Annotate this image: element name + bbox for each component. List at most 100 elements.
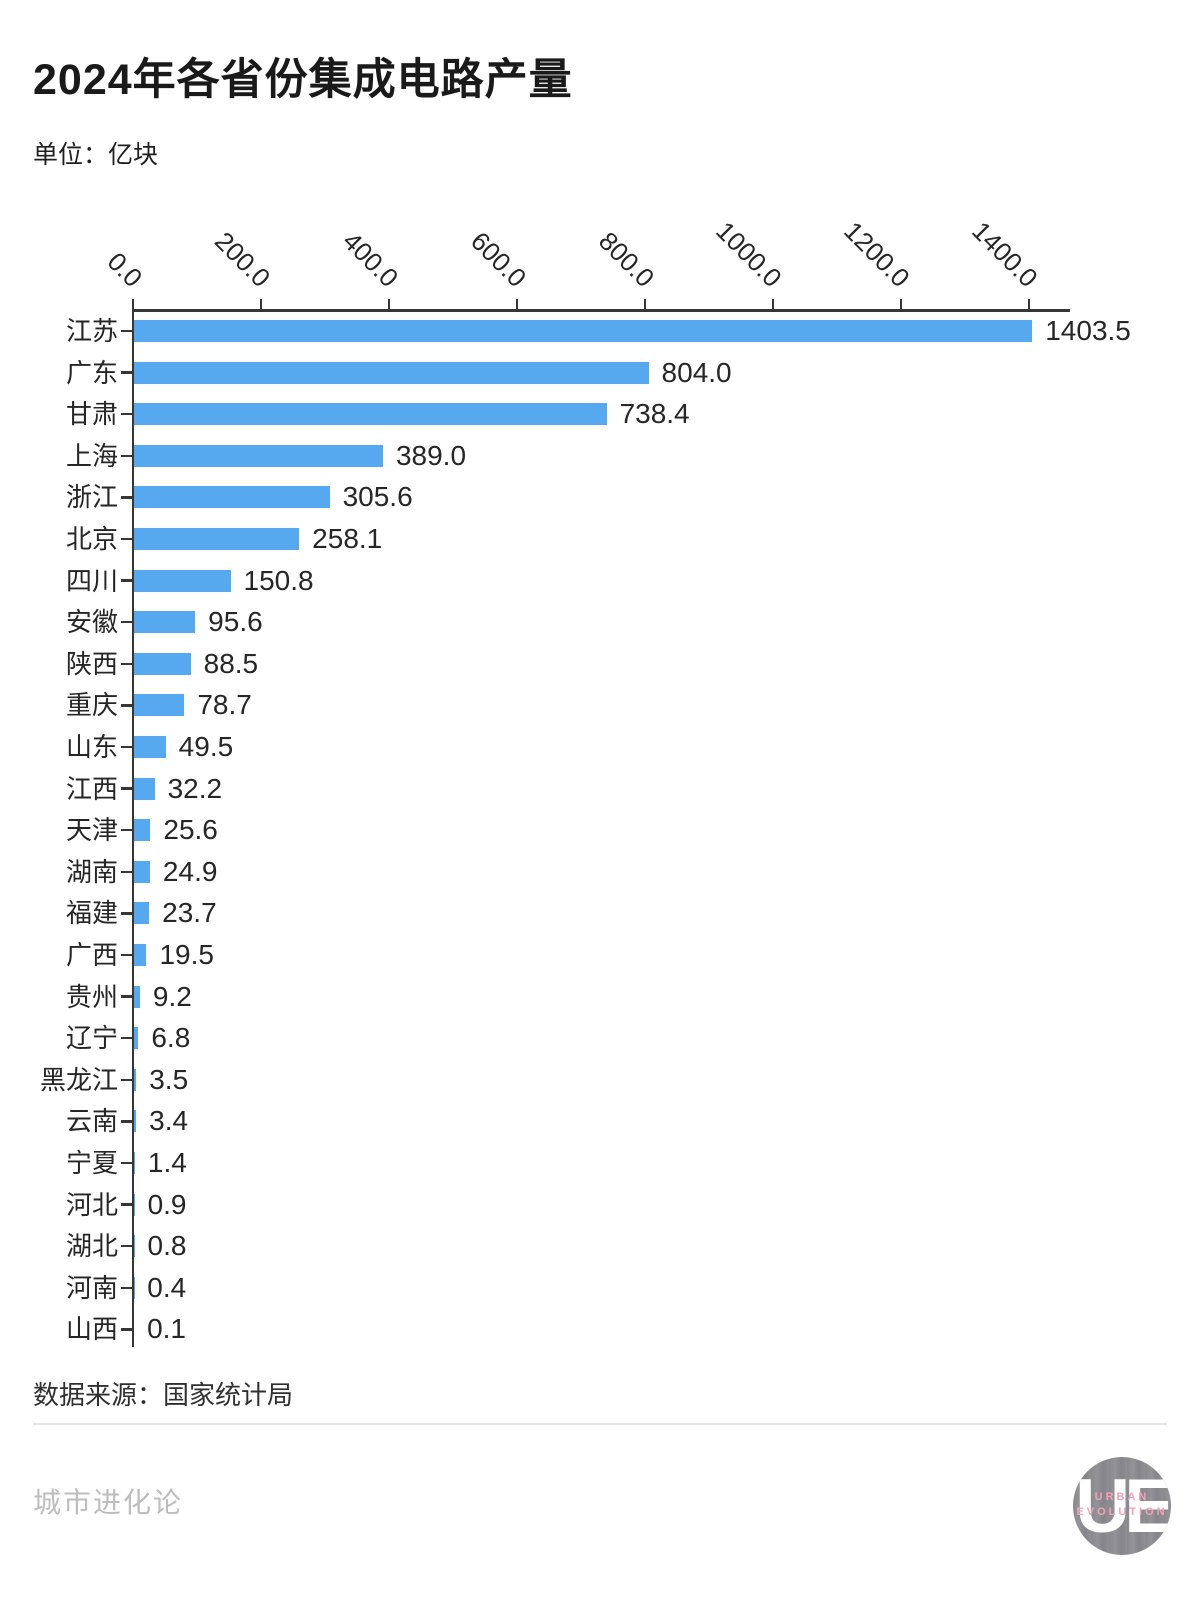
logo-caption: URBAN EVOLUTION [1073,1490,1171,1520]
category-label: 江西 [65,773,118,804]
value-label: 0.4 [147,1271,187,1303]
x-tick [771,298,775,309]
y-tick [121,1036,132,1040]
value-label: 0.1 [147,1313,186,1345]
value-label: 3.4 [149,1105,189,1137]
x-axis-line [131,308,1070,312]
value-label: 9.2 [152,980,192,1012]
y-tick [121,953,132,957]
value-label: 804.0 [661,356,732,388]
bar [134,736,166,758]
y-tick [121,995,132,998]
data-source-label: 数据来源：国家统计局 [33,1380,294,1410]
category-label: 河南 [65,1272,118,1303]
footer-divider [33,1423,1167,1425]
value-label: 78.7 [197,689,252,721]
category-label: 北京 [65,524,118,554]
y-axis-line [131,308,134,1347]
value-label: 49.5 [178,731,234,762]
value-label: 88.5 [203,647,259,679]
x-tick [131,298,135,309]
category-label: 江苏 [65,316,118,346]
value-label: 24.9 [162,855,218,887]
bar [134,444,383,467]
bar [134,1110,137,1133]
y-tick [121,787,132,790]
x-tick [643,298,647,309]
y-tick [121,579,132,582]
y-tick [121,329,132,333]
value-label: 389.0 [395,439,467,471]
category-label: 陕西 [65,648,118,679]
logo-caption-line1: URBAN [1094,1490,1150,1503]
chart-title: 2024年各省份集成电路产量 [33,56,573,104]
bar [134,1193,135,1216]
value-label: 3.5 [149,1063,189,1095]
y-tick [121,537,132,541]
value-label: 150.8 [243,564,314,596]
category-label: 重庆 [65,690,118,721]
value-label: 23.7 [162,897,217,929]
value-label: 95.6 [208,606,263,638]
value-label: 0.8 [147,1230,187,1262]
bar [134,611,196,634]
y-tick [121,1244,132,1248]
category-label: 甘肃 [65,399,118,430]
x-tick [259,298,263,309]
y-tick [121,1286,132,1290]
brand-logo: UE URBAN EVOLUTION [1073,1457,1171,1555]
bar [134,1235,135,1258]
x-tick [387,298,391,309]
x-tick-label: 600.0 [464,225,533,293]
bar [134,569,231,592]
y-tick [121,454,132,458]
bar [134,361,649,384]
value-label: 32.2 [167,772,223,804]
bar [134,320,1033,342]
y-tick [121,1328,132,1331]
y-tick [121,1161,132,1165]
bar [134,777,155,800]
value-label: 258.1 [312,523,383,554]
x-tick [1027,298,1031,309]
value-label: 1.4 [147,1147,187,1178]
category-label: 福建 [65,898,118,929]
category-label: 宁夏 [65,1148,118,1178]
y-tick [121,620,132,624]
x-tick-label: 200.0 [208,225,277,293]
value-label: 738.4 [619,398,690,430]
y-tick [121,662,132,666]
y-tick [121,1203,132,1206]
bar [134,694,185,717]
category-label: 湖北 [65,1231,118,1262]
x-tick-label: 1400.0 [966,215,1045,293]
x-tick-label: 800.0 [592,225,661,293]
category-label: 黑龙江 [39,1064,118,1095]
y-tick [121,371,132,374]
category-label: 广东 [65,357,118,388]
category-label: 山东 [65,732,118,762]
y-tick [121,912,132,915]
category-label: 辽宁 [65,1023,118,1054]
y-tick [121,1120,132,1123]
y-tick [121,412,132,416]
y-tick [121,870,132,874]
value-label: 0.9 [147,1188,187,1220]
category-label: 河北 [65,1189,118,1220]
bar [134,944,147,966]
bar [134,652,191,675]
bar [134,819,151,842]
y-tick [121,1078,132,1082]
category-label: 浙江 [65,482,118,513]
x-tick-label: 1000.0 [710,215,789,293]
value-label: 25.6 [163,814,218,846]
category-label: 山西 [65,1314,118,1345]
category-label: 贵州 [65,981,118,1012]
category-label: 云南 [65,1106,118,1137]
bar [134,860,150,883]
category-label: 四川 [65,565,118,596]
category-label: 天津 [65,815,118,846]
x-tick [515,298,519,309]
